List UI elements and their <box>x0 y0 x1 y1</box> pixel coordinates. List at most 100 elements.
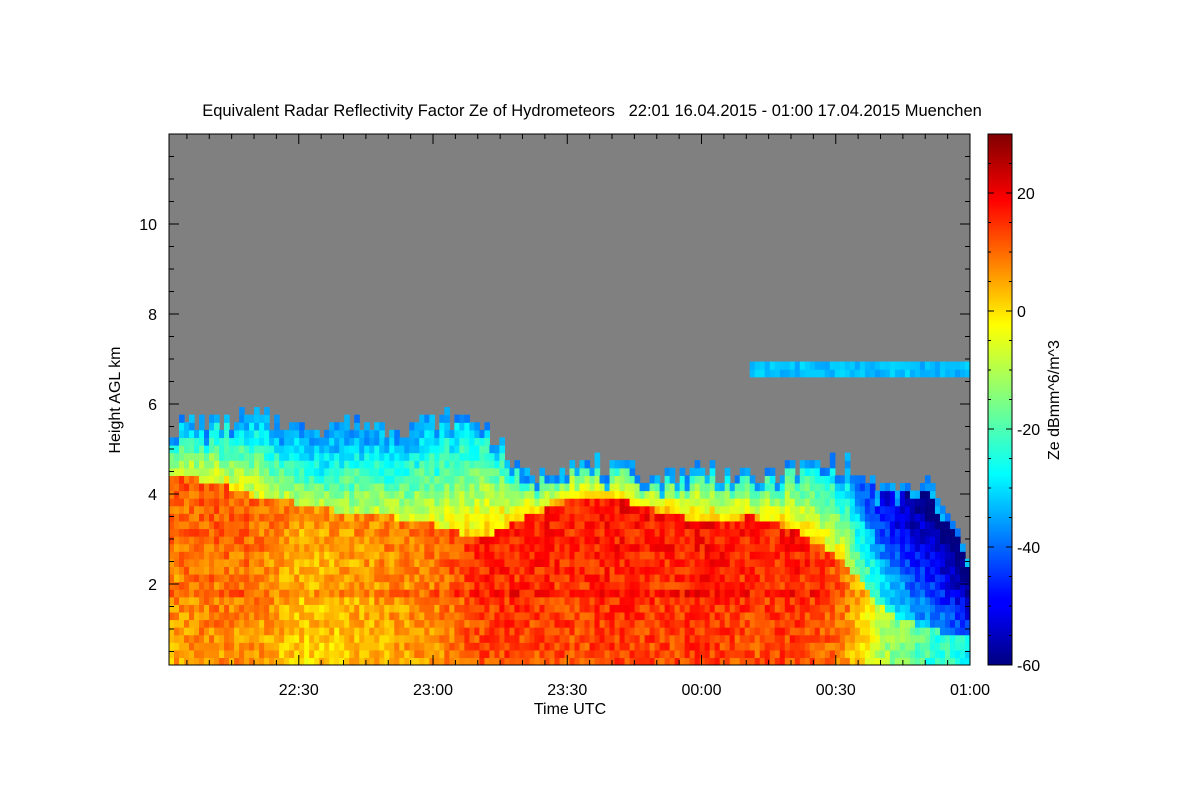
heatmap-cell <box>189 604 195 613</box>
heatmap-cell <box>459 619 465 628</box>
heatmap-cell <box>434 467 440 476</box>
heatmap-cell <box>559 513 566 522</box>
heatmap-cell <box>854 634 861 643</box>
heatmap-cell <box>809 619 816 628</box>
heatmap-cell <box>354 513 360 522</box>
heatmap-cell <box>294 467 300 476</box>
heatmap-cell <box>174 475 180 484</box>
heatmap-cell <box>244 482 250 492</box>
heatmap-cell <box>809 361 816 370</box>
heatmap-cell <box>444 581 450 590</box>
heatmap-cell <box>654 528 661 537</box>
heatmap-cell <box>259 589 265 598</box>
heatmap-cell <box>899 361 906 370</box>
heatmap-cell <box>424 505 430 514</box>
heatmap-cell <box>489 581 496 590</box>
heatmap-cell <box>269 498 275 507</box>
heatmap-cell <box>609 482 616 492</box>
heatmap-cell <box>919 634 926 643</box>
heatmap-cell <box>209 543 215 552</box>
heatmap-cell <box>894 536 901 545</box>
heatmap-cell <box>624 627 631 636</box>
heatmap-cell <box>714 566 721 575</box>
heatmap-cell <box>934 627 941 636</box>
heatmap-cell <box>239 642 245 651</box>
heatmap-cell <box>944 528 951 537</box>
heatmap-cell <box>419 482 425 492</box>
heatmap-cell <box>359 520 365 530</box>
heatmap-cell <box>394 551 400 560</box>
heatmap-cell <box>434 543 440 552</box>
heatmap-cell <box>404 566 410 575</box>
heatmap-cell <box>229 528 235 537</box>
heatmap-cell <box>539 513 546 522</box>
heatmap-cell <box>439 657 445 665</box>
heatmap-cell <box>244 498 250 507</box>
heatmap-cell <box>394 619 400 628</box>
heatmap-cell <box>474 551 480 560</box>
heatmap-cell <box>419 528 425 537</box>
heatmap-cell <box>404 657 410 665</box>
heatmap-cell <box>664 634 671 643</box>
heatmap-cell <box>869 505 876 514</box>
heatmap-cell <box>444 536 450 545</box>
heatmap-cell <box>839 619 846 628</box>
heatmap-cell <box>334 445 340 454</box>
heatmap-cell <box>284 452 290 461</box>
heatmap-cell <box>864 573 871 583</box>
heatmap-cell <box>749 619 756 628</box>
heatmap-cell <box>484 490 490 499</box>
heatmap-cell <box>849 520 856 530</box>
heatmap-cell <box>939 642 946 651</box>
heatmap-cell <box>759 657 766 665</box>
heatmap-cell <box>189 513 195 522</box>
heatmap-cell <box>834 566 841 575</box>
heatmap-cell <box>449 657 455 665</box>
heatmap-cell <box>534 482 541 492</box>
heatmap-cell <box>559 581 566 590</box>
heatmap-cell <box>894 634 901 643</box>
heatmap-cell <box>169 475 175 484</box>
heatmap-cell <box>919 490 926 499</box>
heatmap-cell <box>724 589 731 598</box>
heatmap-cell <box>214 604 220 613</box>
heatmap-cell <box>939 536 946 545</box>
heatmap-cell <box>644 490 651 499</box>
heatmap-cell <box>859 566 866 575</box>
heatmap-cell <box>244 490 250 499</box>
heatmap-cell <box>174 642 180 651</box>
heatmap-cell <box>219 627 225 636</box>
heatmap-cell <box>544 627 551 636</box>
heatmap-cell <box>169 581 175 590</box>
heatmap-cell <box>624 482 631 492</box>
heatmap-cell <box>339 445 345 454</box>
heatmap-cell <box>869 475 876 484</box>
heatmap-cell <box>709 573 716 583</box>
heatmap-cell <box>374 452 380 461</box>
heatmap-cell <box>804 596 811 605</box>
heatmap-cell <box>589 581 596 590</box>
heatmap-cell <box>804 634 811 643</box>
heatmap-cell <box>839 528 846 537</box>
heatmap-cell <box>404 490 410 499</box>
heatmap-cell <box>774 482 781 492</box>
heatmap-cell <box>649 604 656 613</box>
heatmap-cell <box>714 573 721 583</box>
heatmap-cell <box>329 551 335 560</box>
heatmap-cell <box>534 573 541 583</box>
heatmap-cell <box>894 513 901 522</box>
heatmap-cell <box>504 634 511 643</box>
heatmap-cell <box>669 558 676 567</box>
heatmap-cell <box>429 589 435 598</box>
heatmap-cell <box>714 642 721 651</box>
heatmap-cell <box>709 642 716 651</box>
heatmap-cell <box>714 596 721 605</box>
heatmap-cell <box>179 536 185 545</box>
heatmap-cell <box>889 573 896 583</box>
heatmap-cell <box>454 437 460 446</box>
heatmap-cell <box>644 498 651 507</box>
heatmap-cell <box>314 452 320 461</box>
heatmap-cell <box>514 657 521 665</box>
heatmap-cell <box>649 627 656 636</box>
heatmap-cell <box>719 482 726 492</box>
